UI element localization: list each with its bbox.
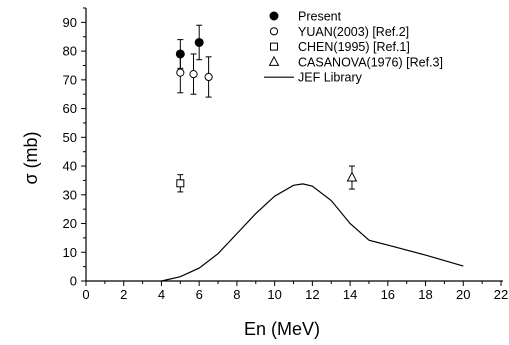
x-tick-label: 20 [456,287,470,302]
x-tick-label: 4 [158,287,165,302]
y-tick-label: 60 [63,101,77,116]
data-point [176,179,185,188]
y-tick-label: 50 [63,130,77,145]
legend-label: JEF Library [298,71,363,85]
axes: 0 2 4 6 8 10 12 14 16 18 20 22 0 10 20 30 40 50 60 70 80 90 [63,7,508,302]
series-line [161,183,464,282]
series-casanova-1976-ref-3 [346,165,358,190]
x-tick-label: 18 [418,287,432,302]
x-tick-label: 8 [233,287,240,302]
data-point [204,72,213,82]
series-jef-library [161,183,464,282]
y-tick-label: 0 [70,274,77,289]
y-axis-title: σ (mb) [21,131,41,184]
data-point [189,69,198,79]
x-tick-label: 6 [196,287,203,302]
y-tick-label: 30 [63,187,77,202]
legend-item: YUAN(2003) [Ref.2] [269,25,409,39]
legend-label: CHEN(1995) [Ref.1] [298,40,410,54]
data-point [346,171,358,182]
x-tick-label: 14 [343,287,357,302]
x-axis-title: En (MeV) [244,319,320,339]
x-tick-label: 12 [305,287,319,302]
x-tick-label: 2 [120,287,127,302]
legend-item: JEF Library [264,71,363,85]
series-chen-1995-ref-1 [176,174,185,193]
legend-item: CASANOVA(1976) [Ref.3] [268,55,443,69]
x-tick-label: 0 [82,287,89,302]
legend-label: Present [298,10,342,24]
y-tick-label: 20 [63,216,77,231]
legend-marker [269,27,279,36]
y-tick-label: 40 [63,159,77,174]
legend-label: CASANOVA(1976) [Ref.3] [298,55,443,69]
data-point [176,68,185,77]
legend-label: YUAN(2003) [Ref.2] [298,25,409,39]
x-tick-label: 10 [267,287,281,302]
x-tick-label: 16 [381,287,395,302]
legend-marker [268,55,280,66]
plot-area [161,24,464,282]
legend-item: Present [269,10,342,24]
legend-item: CHEN(1995) [Ref.1] [270,40,410,54]
legend-marker [269,11,279,21]
series-yuan-2003-ref-2 [176,52,213,98]
y-tick-label: 80 [63,44,77,59]
x-tick-label: 22 [494,287,508,302]
y-tick-label: 10 [63,245,77,260]
y-tick-label: 70 [63,72,77,87]
data-point [194,37,204,47]
legend-marker [270,42,278,51]
y-tick-label: 90 [63,15,77,30]
